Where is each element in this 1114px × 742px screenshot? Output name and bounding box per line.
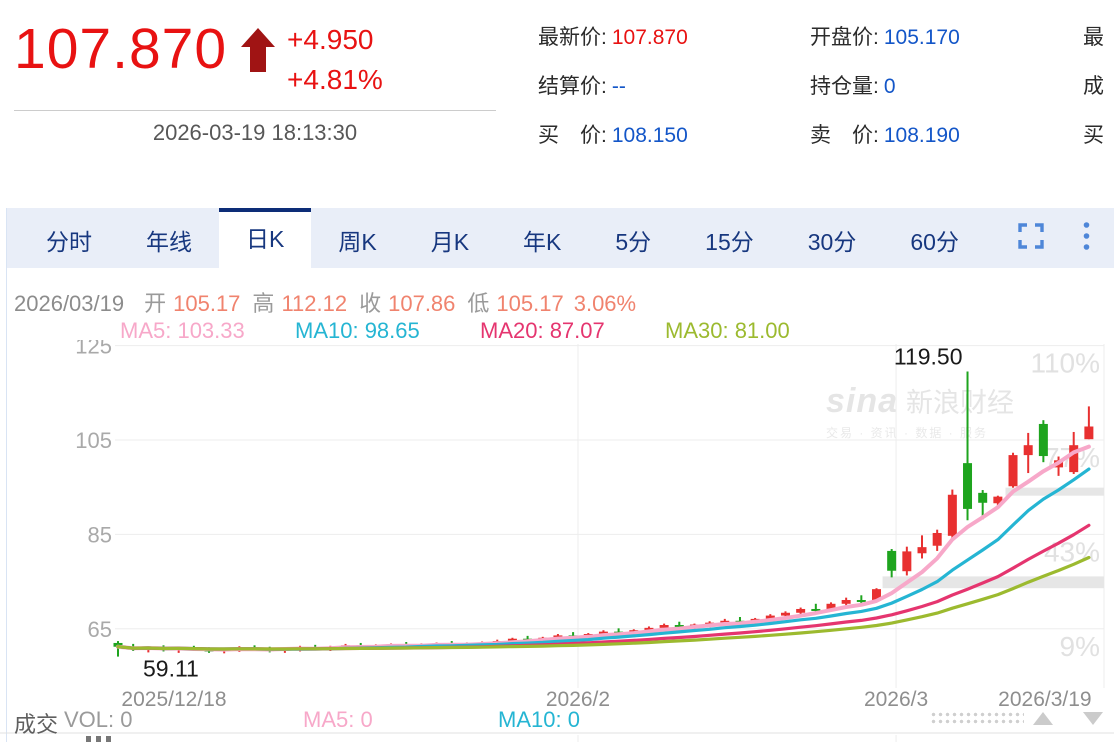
ma20-legend: MA20: 87.07 [480,318,605,343]
scroll-up-button[interactable] [1033,712,1053,725]
x-axis-label: 2026/3 [863,688,929,711]
tab-weekly-k[interactable]: 周K [338,229,377,255]
ohlc-legend: 2026/03/19 开 105.17 高 112.12 收 107.86 低 105.17 3.… [14,286,636,318]
ohlc-low-value: 105.17 [496,291,564,316]
price-change: +4.950 [287,24,374,55]
quote-value-open: 105.170 [883,26,960,49]
tab-60min[interactable]: 60分 [910,229,959,255]
quote-label: 买 价: [538,124,607,147]
kebab-menu-icon[interactable] [1083,221,1090,256]
chart-gridlines [115,344,1105,742]
chart-scroll-handle[interactable] [930,711,1024,725]
last-price: 107.870 [14,17,228,81]
quote-value-openinterest: 0 [883,75,896,98]
quote-timestamp: 2026-03-19 18:13:30 [152,120,358,145]
ohlc-range-percent: 3.06% [573,291,637,316]
svg-text:9%: 9% [1060,631,1100,662]
volume-value: VOL: 0 [64,707,133,732]
ma10-legend: MA10: 98.65 [295,318,420,343]
fullscreen-icon[interactable] [1017,222,1045,255]
candles [113,371,1094,657]
price-annotations: 119.50 59.11 [143,344,963,682]
quote-value-bid: 108.150 [611,124,688,147]
ma-lines [116,444,1091,652]
svg-text:85: 85 [88,522,112,547]
volume-ma5: MA5: 0 [303,707,373,732]
scroll-down-button[interactable] [1083,712,1103,725]
ohlc-open-label: 开 [144,291,167,316]
quote-label: 卖 价: [810,124,879,147]
quote-value-settle: -- [611,75,626,98]
price-change-percent: +4.81% [287,64,383,95]
ohlc-date: 2026/03/19 [14,291,125,316]
ma-legend: MA5: 103.33 MA10: 98.65 MA20: 87.07 MA30… [0,318,1114,344]
svg-text:43%: 43% [1044,536,1100,567]
svg-text:65: 65 [88,617,112,642]
x-axis-label: 2026/2 [545,688,611,711]
quote-value-last: 107.870 [611,26,688,49]
ohlc-close-value: 107.86 [388,291,456,316]
quote-label: 结算价: [538,75,607,98]
svg-text:110%: 110% [1030,348,1100,379]
period-tabbar: 分时 年线 日K 周K 月K 年K 5分 15分 30分 60分 [7,208,1114,268]
ohlc-high-label: 高 [252,291,275,316]
ohlc-open-value: 105.17 [173,291,241,316]
quote-label: 买 [1083,124,1104,147]
ohlc-high-value: 112.12 [281,291,348,316]
quote-label: 最 [1083,26,1104,49]
tab-monthly-k[interactable]: 月K [430,229,470,255]
price-summary: 107.870 +4.950 +4.81% 2026-03-19 18:13:3… [14,17,506,145]
svg-text:59.11: 59.11 [143,656,199,682]
ohlc-low-label: 低 [467,291,490,316]
ma30-legend: MA30: 81.00 [665,318,790,343]
volume-ma10: MA10: 0 [498,707,580,732]
svg-text:125: 125 [75,340,112,359]
tab-5min[interactable]: 5分 [615,229,652,255]
ma5-legend: MA5: 103.33 [120,318,245,343]
quote-value-ask: 108.190 [883,124,960,147]
price-up-arrow-icon [241,28,276,77]
x-axis-label: 2025/12/18 [121,688,227,711]
quote-label: 成 [1083,75,1104,98]
header-divider [14,110,496,111]
tab-yearly-k[interactable]: 年K [523,229,562,255]
tab-30min[interactable]: 30分 [807,229,857,255]
tab-minute[interactable]: 分时 [46,229,92,255]
volume-title: 成交 [14,712,59,737]
volume-pane-stub [0,732,1114,742]
chart-panel [6,208,1114,742]
quote-label: 最新价: [538,26,607,49]
x-axis-label: 2026/3/19 [998,688,1092,711]
tab-yearline[interactable]: 年线 [146,229,192,255]
quote-label: 开盘价: [810,26,879,49]
svg-text:105: 105 [75,428,112,453]
svg-text:119.50: 119.50 [894,344,963,370]
ohlc-close-label: 收 [359,291,382,316]
quote-label: 持仓量: [810,75,879,98]
tab-daily-k[interactable]: 日K [219,208,312,268]
tab-15min[interactable]: 15分 [705,229,754,255]
